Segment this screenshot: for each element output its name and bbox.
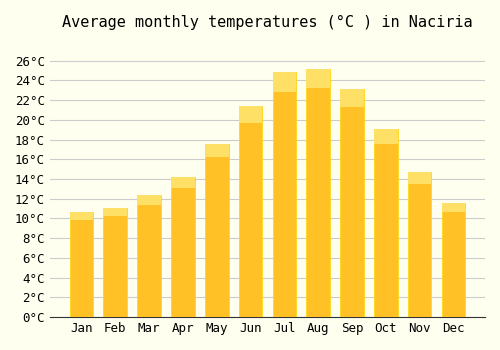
Bar [306,69,330,89]
Bar [138,195,161,317]
Bar [205,144,229,158]
Bar [408,172,432,184]
Bar [442,203,465,317]
Bar [374,129,398,317]
Bar [70,212,94,220]
Bar [340,89,364,107]
Title: Average monthly temperatures (°C ) in Naciria: Average monthly temperatures (°C ) in Na… [62,15,472,30]
Bar [272,72,296,317]
Bar [104,208,127,216]
Bar [272,72,296,92]
Bar [374,129,398,144]
Bar [238,106,262,317]
Bar [205,144,229,317]
Bar [171,177,194,188]
Bar [408,172,432,317]
Bar [104,208,127,317]
Bar [70,212,94,317]
Bar [306,69,330,317]
Bar [238,106,262,123]
Bar [138,195,161,205]
Bar [340,89,364,317]
Bar [442,203,465,212]
Bar [171,177,194,317]
